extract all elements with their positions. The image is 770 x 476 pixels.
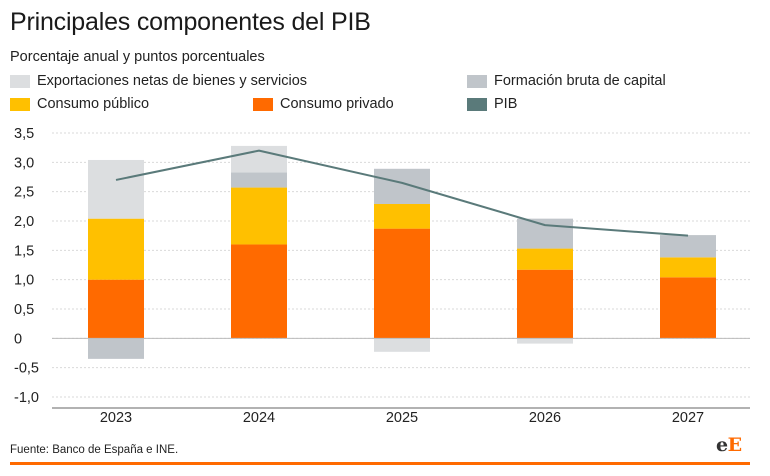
brand-logo: eE <box>716 434 742 456</box>
bar-segment <box>374 168 430 204</box>
bar-segment <box>660 235 716 258</box>
bar-segment <box>517 338 573 344</box>
legend-item-consumo-privado: Consumo privado <box>253 96 394 112</box>
legend-label: Consumo público <box>37 96 150 112</box>
legend-swatch <box>10 97 30 111</box>
source-note: Fuente: Banco de España e INE. <box>10 444 179 456</box>
chart-title: Principales componentes del PIB <box>10 8 371 36</box>
bar-segment <box>231 187 287 245</box>
x-tick-label: 2025 <box>386 410 418 426</box>
bar-segment <box>374 338 430 352</box>
legend-label: Consumo privado <box>280 96 394 112</box>
bar-segment <box>231 244 287 339</box>
bar-segment <box>517 218 573 249</box>
bar-segment <box>517 269 573 339</box>
legend-item-formacion: Formación bruta de capital <box>467 73 666 89</box>
y-tick-label: 2,0 <box>14 214 34 230</box>
legend-label: Exportaciones netas de bienes y servicio… <box>37 73 308 89</box>
bar-segment <box>517 248 573 270</box>
y-tick-label: 1,0 <box>14 273 34 289</box>
y-tick-label: -0,5 <box>14 361 39 377</box>
y-tick-label: 2,5 <box>14 185 34 201</box>
legend-item-exportaciones: Exportaciones netas de bienes y servicio… <box>10 73 307 89</box>
x-tick-label: 2026 <box>529 410 561 426</box>
bar-segment <box>88 279 144 339</box>
y-tick-label: 1,5 <box>14 243 34 259</box>
legend-swatch <box>10 74 30 88</box>
x-tick-label: 2023 <box>100 410 132 426</box>
bar-segment <box>231 172 287 188</box>
legend-label: PIB <box>494 96 518 112</box>
y-tick-label: 0,5 <box>14 302 34 318</box>
legend-item-pib: PIB <box>467 96 517 112</box>
chart-subtitle: Porcentaje anual y puntos porcentuales <box>10 49 265 65</box>
legend-label: Formación bruta de capital <box>494 73 666 89</box>
bar-segment <box>660 257 716 278</box>
x-tick-label: 2027 <box>672 410 704 426</box>
y-tick-label: 0 <box>14 331 22 347</box>
bar-segment <box>88 159 144 219</box>
bottom-accent-bar <box>10 462 750 465</box>
x-tick-label: 2024 <box>243 410 275 426</box>
y-tick-label: -1,0 <box>14 390 39 406</box>
legend-swatch <box>467 74 487 88</box>
bar-segment <box>374 203 430 229</box>
legend-item-consumo-publico: Consumo público <box>10 96 149 112</box>
bar-segment <box>374 228 430 339</box>
y-tick-label: 3,0 <box>14 155 34 171</box>
y-tick-label: 3,5 <box>14 126 34 142</box>
bar-segment <box>88 338 144 359</box>
bar-segment <box>88 218 144 280</box>
bar-segment <box>660 277 716 339</box>
legend-swatch <box>253 97 273 111</box>
legend-swatch <box>467 97 487 111</box>
